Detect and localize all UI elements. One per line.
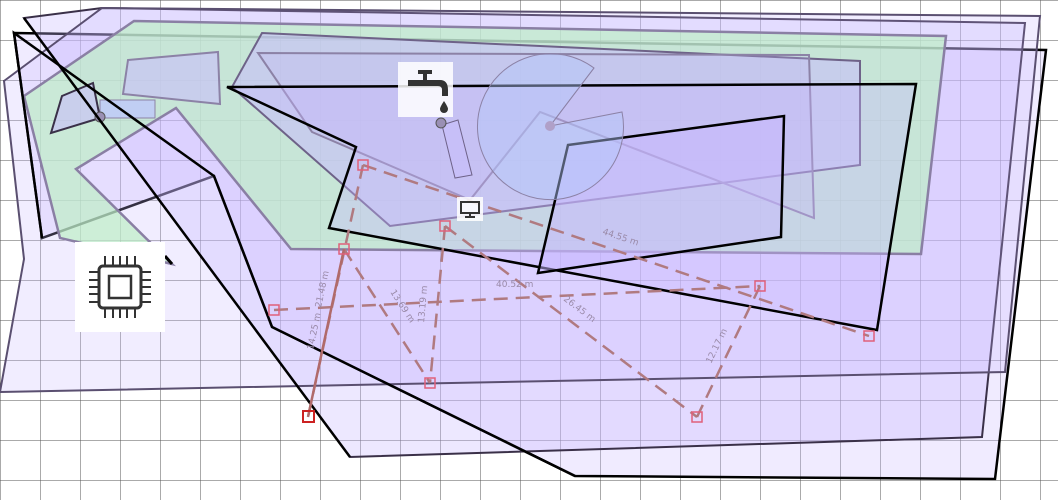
- measure-line-26-45: [444, 225, 698, 418]
- marker-4: [439, 220, 451, 232]
- marker-3: [268, 304, 280, 316]
- marker-9[interactable]: [302, 410, 315, 423]
- measure-line-40-52: [273, 284, 761, 312]
- label-13-19: 13.19 m: [417, 285, 430, 323]
- door-leaf: [549, 67, 595, 127]
- measure-line-13-19: [428, 225, 447, 384]
- room-right-box[interactable]: [536, 114, 786, 275]
- measure-line-44-55: [362, 163, 870, 338]
- marker-2: [338, 243, 350, 255]
- marker-6: [754, 280, 766, 292]
- marker-7: [863, 330, 875, 342]
- marker-8: [691, 411, 703, 423]
- monitor-icon[interactable]: [457, 197, 483, 221]
- pointer-stub: [163, 255, 174, 265]
- diagonal-wall: [22, 17, 352, 458]
- cpu-chip-icon[interactable]: [75, 242, 165, 332]
- door-pivot[interactable]: [545, 121, 555, 131]
- label-40-52: 40.52 m: [496, 280, 533, 290]
- furniture-slab[interactable]: [441, 119, 473, 179]
- furniture-desk[interactable]: [121, 50, 222, 106]
- marker-5: [424, 377, 436, 389]
- measure-line-12-17: [695, 285, 762, 418]
- measure-line-13-69: [342, 248, 432, 384]
- handle-dot-2[interactable]: [435, 117, 447, 129]
- zone-outer-left-edge: [12, 30, 576, 478]
- room-inner-frame[interactable]: [256, 51, 816, 220]
- marker-layer[interactable]: [268, 159, 875, 423]
- measurement-layer: [273, 163, 870, 418]
- measure-line-14-25: [306, 248, 346, 418]
- marker-1: [357, 159, 369, 171]
- faucet-icon[interactable]: [398, 62, 453, 117]
